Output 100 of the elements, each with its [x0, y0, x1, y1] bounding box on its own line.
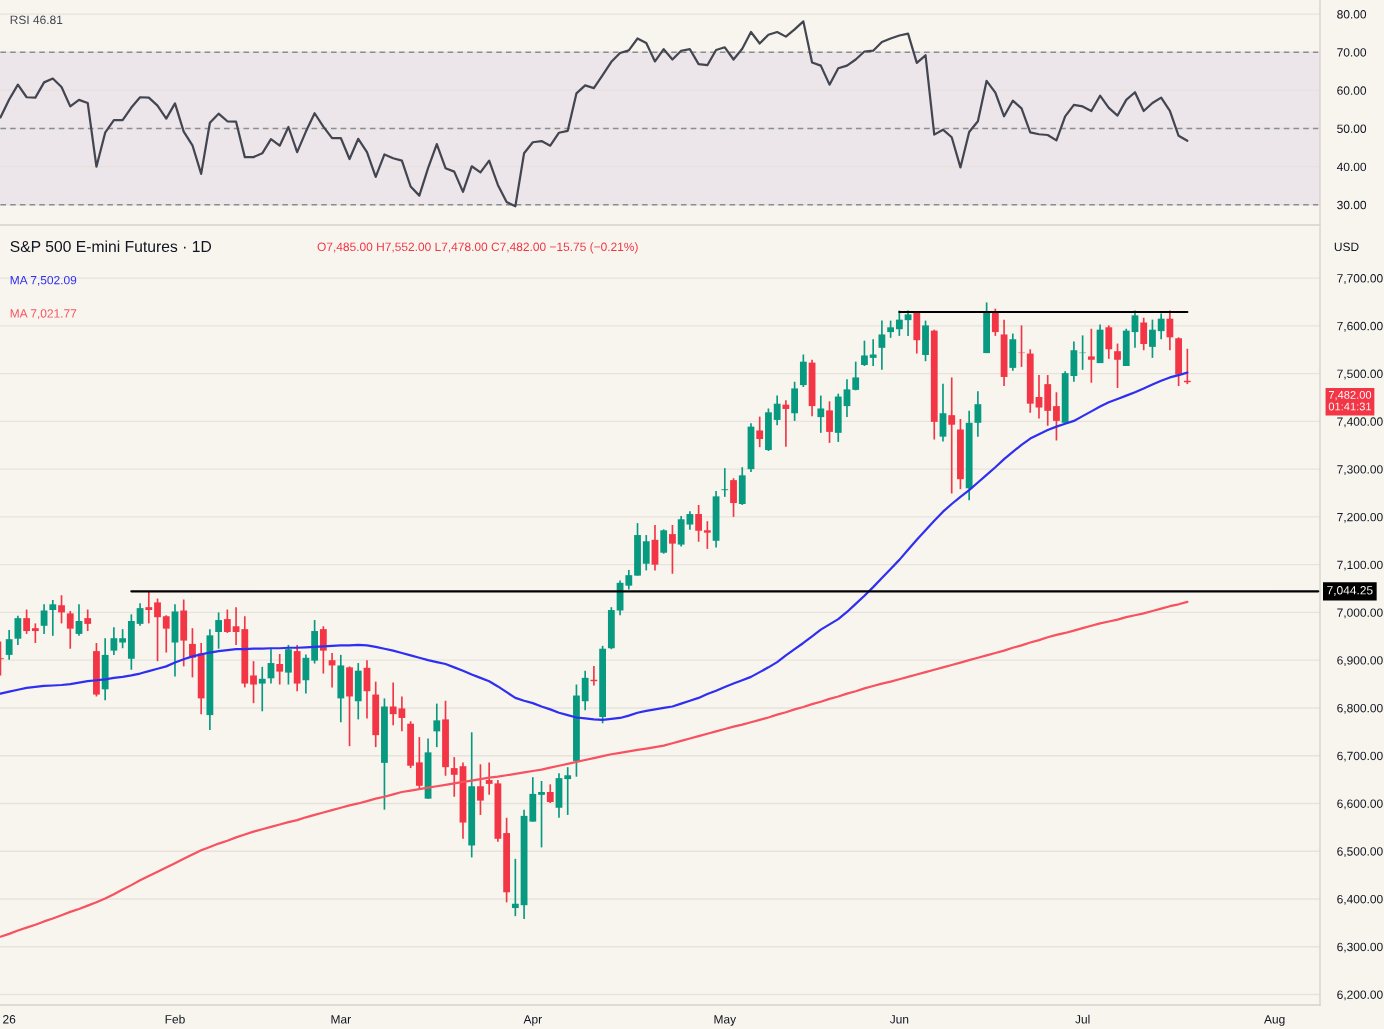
candlestick [1149, 318, 1156, 359]
candlestick [31, 622, 39, 644]
y-tick-label: 7,500.00 [1337, 369, 1383, 380]
candlestick [58, 594, 65, 625]
candlestick [511, 858, 519, 918]
candlestick [23, 608, 31, 635]
candlestick [1087, 327, 1095, 384]
candlestick [939, 382, 947, 443]
candlestick [1157, 312, 1165, 341]
y-tick-label: 30.00 [1337, 200, 1367, 210]
x-tick-label: May [714, 1015, 737, 1026]
y-tick-label: 7,100.00 [1337, 560, 1383, 571]
candlestick [145, 591, 153, 625]
candlestick [14, 614, 22, 646]
y-tick-label: 7,000.00 [1337, 608, 1383, 619]
candlestick [49, 599, 57, 637]
candlestick [215, 611, 223, 650]
text: MA 7,502.09 [10, 275, 77, 286]
candlestick [258, 666, 266, 713]
candlestick [232, 606, 240, 646]
candlestick [319, 625, 327, 675]
candlestick [756, 415, 764, 449]
candlestick [1105, 324, 1113, 360]
candlestick [1140, 316, 1148, 352]
candlestick [669, 524, 676, 575]
line-series [0, 600, 1189, 938]
y-tick-label: 6,700.00 [1337, 751, 1383, 762]
candlestick [285, 644, 292, 686]
y-tick-label: 7,400.00 [1337, 417, 1383, 428]
text: S&P 500 E-mini Futures · 1D [10, 240, 212, 253]
candlestick [538, 780, 545, 849]
data-label: 7,044.25 [1327, 586, 1373, 596]
candlestick [1053, 391, 1060, 442]
candlestick [782, 399, 790, 448]
candlestick [564, 766, 572, 816]
y-tick-label: 70.00 [1337, 48, 1367, 57]
candlestick [642, 534, 650, 572]
candlestick [660, 528, 668, 555]
y-tick-label: 7,300.00 [1337, 465, 1383, 475]
y-tick-label: 80.00 [1337, 10, 1367, 19]
candlestick [136, 602, 144, 627]
candlestick [223, 608, 231, 634]
y-tick-label: 50.00 [1337, 124, 1367, 133]
x-tick-label: 26 [3, 1015, 16, 1024]
candlestick [695, 504, 703, 543]
candlestick [581, 669, 589, 712]
y-tick-label: 6,600.00 [1337, 799, 1383, 810]
x-tick-label: Mar [331, 1015, 351, 1024]
candlestick [415, 736, 423, 791]
candlestick [625, 569, 633, 591]
candlestick [799, 353, 807, 388]
candlestick [852, 360, 860, 392]
x-tick-label: Aug [1264, 1015, 1285, 1026]
y-tick-label: 40.00 [1336, 162, 1367, 172]
candlestick [450, 756, 458, 798]
candlestick [66, 610, 74, 650]
candlestick [546, 783, 554, 804]
candlestick [721, 467, 729, 498]
text: O7,485.00 H7,552.00 L7,478.00 C7,482.00 −15.75 (−0.21%) [317, 242, 638, 254]
text: MA 7,021.77 [10, 309, 77, 320]
candlestick [84, 608, 92, 632]
candlestick [477, 763, 484, 816]
y-tick-label: 6,900.00 [1337, 656, 1383, 667]
candlestick [974, 390, 982, 438]
text: USD [1334, 242, 1359, 252]
candlestick [730, 477, 737, 518]
candlestick [162, 614, 170, 654]
y-tick-label: 60.00 [1337, 86, 1367, 95]
x-tick-label: Jun [889, 1015, 909, 1024]
y-tick-label: 6,500.00 [1337, 847, 1383, 858]
candlestick [869, 338, 877, 367]
y-tick-label: 6,800.00 [1337, 703, 1383, 714]
y-tick-label: 7,600.00 [1337, 321, 1383, 332]
candlestick [433, 702, 441, 748]
x-tick-label: Jul [1075, 1014, 1090, 1024]
y-tick-label: 7,200.00 [1337, 512, 1383, 523]
x-tick-label: Apr [523, 1015, 542, 1026]
candlestick [948, 376, 956, 495]
candlestick [878, 319, 886, 371]
candlestick [703, 520, 711, 550]
candlestick [991, 307, 999, 337]
y-tick-label: 6,200.00 [1337, 990, 1383, 1001]
candlestick [817, 394, 825, 434]
candlestick [773, 394, 781, 427]
text: RSI 46.81 [10, 15, 63, 25]
x-tick-label: Feb [165, 1014, 185, 1024]
candlestick [861, 339, 868, 367]
y-tick-label: 6,300.00 [1337, 942, 1383, 953]
candlestick [110, 626, 118, 656]
candlestick [1035, 374, 1043, 420]
candlestick [250, 660, 257, 704]
candlestick [1114, 342, 1121, 389]
y-tick-label: 7,700.00 [1337, 274, 1383, 284]
line-series [0, 371, 1189, 721]
y-tick-label: 6,400.00 [1337, 894, 1383, 905]
candlestick [826, 400, 833, 444]
candlestick [302, 653, 310, 695]
candlestick [276, 653, 284, 686]
candlestick [154, 597, 161, 662]
candlestick [119, 628, 127, 650]
